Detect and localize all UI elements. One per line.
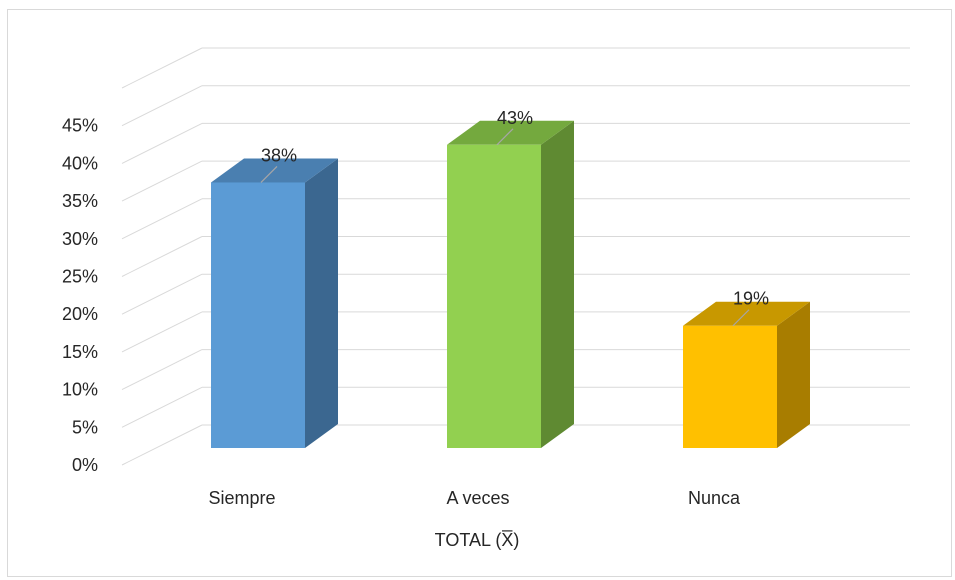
gridline-diagonal (121, 424, 203, 466)
bar-top (683, 301, 810, 326)
bar-nunca (683, 325, 777, 448)
data-label-leader (260, 166, 278, 183)
y-axis-ticks: 0% 5% 10% 15% 20% 25% 30% 35% 40% 45% (62, 116, 98, 475)
bar-side (777, 301, 810, 448)
gridline-diagonal (121, 160, 203, 202)
bar-a-veces (447, 144, 541, 448)
gridline-diagonal (121, 122, 203, 164)
bar-siempre (211, 182, 305, 449)
gridline-diagonal (121, 273, 203, 315)
bar-top (211, 158, 338, 183)
y-tick-label: 45% (62, 116, 98, 136)
x-category-label: Nunca (688, 488, 741, 508)
y-tick-label: 15% (62, 342, 98, 362)
y-tick-label: 0% (72, 455, 98, 475)
x-axis-title: TOTAL (X̅) (435, 530, 520, 550)
gridline-diagonal (121, 47, 203, 89)
gridline-diagonal (121, 198, 203, 240)
bar-side (541, 120, 574, 448)
data-labels: 38% 43% 19% (260, 108, 769, 327)
bars (211, 120, 810, 449)
y-tick-label: 25% (62, 267, 98, 287)
data-label: 19% (733, 289, 769, 309)
bar-top (447, 120, 574, 145)
gridline-diagonal (121, 349, 203, 391)
y-tick-label: 20% (62, 304, 98, 324)
y-tick-label: 35% (62, 191, 98, 211)
data-label: 38% (261, 145, 297, 165)
bar-side (305, 158, 338, 449)
x-axis-categories: Siempre A veces Nunca (208, 488, 741, 508)
data-label-leader (496, 128, 514, 146)
y-tick-label: 30% (62, 229, 98, 249)
gridline-diagonal (121, 386, 203, 428)
gridline-diagonal (121, 85, 203, 127)
y-tick-label: 40% (62, 153, 98, 173)
gridline-diagonal (121, 311, 203, 353)
y-tick-label: 10% (62, 380, 98, 400)
gridline-diagonal (121, 236, 203, 277)
data-label-leader (732, 309, 750, 327)
x-category-label: A veces (446, 488, 509, 508)
x-category-label: Siempre (208, 488, 275, 508)
data-label: 43% (497, 108, 533, 128)
y-tick-label: 5% (72, 417, 98, 437)
